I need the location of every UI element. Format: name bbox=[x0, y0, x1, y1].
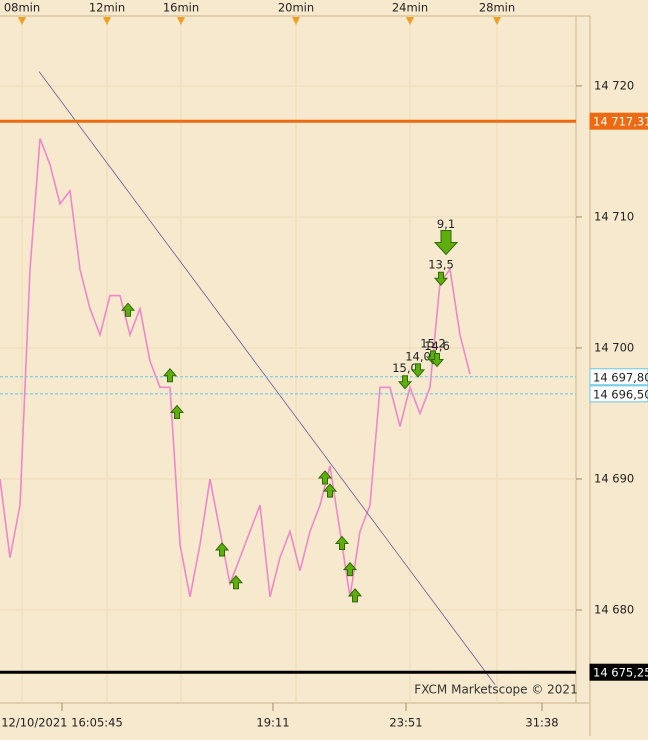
level-tag bbox=[589, 385, 648, 403]
signal-arrow bbox=[162, 368, 178, 383]
y-tick-label: 14 690 bbox=[594, 471, 634, 485]
signal-arrow bbox=[342, 561, 358, 577]
signal-arrow bbox=[397, 375, 413, 390]
x-tick-label: 19:11 bbox=[256, 716, 289, 730]
top-tick-label: 08min bbox=[4, 1, 40, 15]
signal-arrow bbox=[317, 470, 333, 485]
signal-label: 13,5 bbox=[428, 258, 454, 272]
level-label: 14 717,31 bbox=[593, 115, 648, 129]
level-tag bbox=[589, 368, 648, 386]
level-label: 14 697,80 bbox=[593, 370, 648, 384]
signal-arrow bbox=[228, 575, 244, 590]
x-tick-label: 12/10/2021 16:05:45 bbox=[1, 716, 123, 730]
tick-marker bbox=[177, 17, 185, 25]
top-tick-label: 24min bbox=[392, 1, 428, 15]
level-tag bbox=[589, 663, 648, 681]
signal-arrow bbox=[334, 535, 350, 550]
x-tick-label: 31:38 bbox=[525, 716, 558, 730]
top-tick-label: 28min bbox=[479, 1, 515, 15]
signal-arrow bbox=[433, 271, 449, 286]
y-tick-label: 14 720 bbox=[594, 78, 634, 92]
signal-arrow bbox=[169, 404, 185, 419]
level-tag bbox=[589, 112, 648, 130]
tick-marker bbox=[406, 17, 414, 25]
x-tick-label: 23:51 bbox=[389, 716, 422, 730]
signal-label: 14,0 bbox=[405, 349, 431, 363]
signal-arrow bbox=[410, 363, 426, 378]
level-label: 14 696,50 bbox=[593, 387, 648, 401]
signal-arrow bbox=[347, 588, 363, 603]
y-tick-label: 14 710 bbox=[594, 209, 634, 223]
signal-arrow bbox=[214, 542, 230, 557]
y-tick-label: 14 700 bbox=[594, 340, 634, 354]
signal-arrow bbox=[433, 229, 459, 256]
tick-marker bbox=[493, 17, 501, 25]
tick-marker bbox=[292, 17, 300, 25]
y-tick-label: 14 680 bbox=[594, 602, 634, 616]
signal-label: 15,2 bbox=[420, 336, 446, 350]
watermark: FXCM Marketscope © 2021 bbox=[414, 683, 577, 697]
trendline bbox=[38, 71, 496, 685]
top-tick-label: 16min bbox=[163, 1, 199, 15]
signal-arrow bbox=[120, 302, 136, 317]
top-tick-label: 20min bbox=[278, 1, 314, 15]
level-label: 14 675,25 bbox=[593, 666, 648, 680]
signal-arrow bbox=[429, 352, 445, 368]
signal-arrow bbox=[322, 483, 338, 498]
top-tick-label: 12min bbox=[89, 1, 125, 15]
tick-marker bbox=[18, 17, 26, 25]
signal-label: 14,6 bbox=[424, 339, 450, 353]
signal-label: 15,0 bbox=[392, 361, 418, 375]
signal-label: 9,1 bbox=[437, 217, 455, 231]
tick-marker bbox=[103, 17, 111, 25]
